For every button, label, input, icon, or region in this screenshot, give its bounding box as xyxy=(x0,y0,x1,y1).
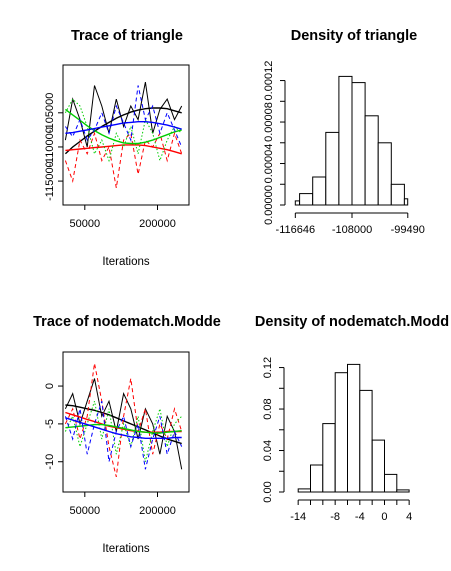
density_triangle-ytick-label-0: 0.00000 xyxy=(263,185,275,225)
density_nodematch-ytick-label-2: 0.04 xyxy=(262,440,274,461)
density_triangle-bar-6 xyxy=(364,115,379,206)
density_triangle-bar-0 xyxy=(294,200,300,206)
trace_triangle-title: Trace of triangle xyxy=(71,28,183,44)
density_nodematch-xtick-label-8: 0 xyxy=(381,511,387,523)
trace_triangle-xlabel: Iterations xyxy=(102,256,150,268)
trace_nodematch-ytick-label-0: 0 xyxy=(44,383,56,389)
density_nodematch-ytick-label-0: 0.00 xyxy=(262,481,274,502)
trace_triangle-series-3-trace xyxy=(64,85,183,148)
trace_triangle-ytick-label-2: -115000 xyxy=(44,161,56,201)
trace_nodematch-xlabel: Iterations xyxy=(102,543,150,555)
density_triangle-ytick-label-4: 0.00008 xyxy=(263,102,275,142)
density_triangle-bar-5 xyxy=(351,82,366,206)
density_triangle-xtick-label-0: -116646 xyxy=(276,224,316,236)
trace_triangle-series-2-smooth xyxy=(64,108,182,145)
density_nodematch-bar-6 xyxy=(371,439,386,493)
density_nodematch-bar-8 xyxy=(396,489,410,493)
trace_nodematch-xtick-label-0: 50000 xyxy=(70,505,101,517)
density_nodematch-xtick-label-5: -14 xyxy=(290,511,306,523)
trace_triangle-xtick-label-0: 50000 xyxy=(70,218,101,230)
trace_nodematch-frame xyxy=(62,351,190,493)
density_nodematch-bar-7 xyxy=(384,473,398,493)
trace_triangle-series-1-trace xyxy=(64,131,183,188)
trace_triangle-ytick-label-1: -110000 xyxy=(44,127,56,167)
density_triangle-xtick-label-2: -99490 xyxy=(391,224,425,236)
density_nodematch-bar-3 xyxy=(334,372,349,493)
density_triangle-panel: Density of triangle -116646 -108000 -99490 0… xyxy=(263,28,425,236)
density_nodematch-xtick-label-9: 4 xyxy=(406,511,412,523)
density_nodematch-bar-1 xyxy=(310,464,324,493)
trace_nodematch-xtick-label-1: 200000 xyxy=(139,505,176,517)
density_nodematch-bar-5 xyxy=(359,389,373,493)
density_nodematch-xtick-label-7: -4 xyxy=(355,511,365,523)
density_nodematch-title: Density of nodematch.Modd xyxy=(255,314,449,330)
trace_triangle-series-0-smooth xyxy=(64,107,182,155)
density_nodematch-ytick-label-4: 0.08 xyxy=(262,398,274,419)
trace_triangle-xtick-label-1: 200000 xyxy=(139,218,176,230)
density_triangle-bar-9 xyxy=(403,198,409,206)
trace_nodematch-series-3-trace xyxy=(64,401,183,470)
density_triangle-bar-2 xyxy=(312,176,327,206)
density_nodematch-panel: Density of nodematch.Modd -14 -8 -4 0 4 0.00 0.… xyxy=(255,314,449,523)
trace_triangle-panel: Trace of triangle 50000 200000 -105000-1100… xyxy=(44,28,190,268)
density_triangle-bar-7 xyxy=(377,142,392,206)
density_triangle-bar-8 xyxy=(390,183,405,206)
density_triangle-bar-1 xyxy=(299,193,314,206)
density_nodematch-bar-2 xyxy=(322,423,336,493)
density_triangle-title: Density of triangle xyxy=(291,28,418,44)
density_triangle-bar-3 xyxy=(325,131,340,206)
density_triangle-ytick-label-6: 0.00012 xyxy=(263,61,275,101)
trace_nodematch-series-1-trace xyxy=(64,363,183,478)
trace_nodematch-series-2-trace xyxy=(64,401,183,462)
trace_triangle-plot-area xyxy=(64,82,183,188)
trace_nodematch-series-3-smooth xyxy=(65,417,182,439)
trace_nodematch-panel: Trace of nodematch.Modde 50000 200000 0 -5 -1… xyxy=(33,314,221,555)
trace_triangle-frame xyxy=(62,64,190,206)
density_triangle-bar-4 xyxy=(338,75,353,206)
trace_nodematch-series-1-smooth xyxy=(65,411,182,433)
density_nodematch-bar-4 xyxy=(347,363,361,493)
trace_triangle-series-1-smooth xyxy=(65,144,182,155)
trace_nodematch-title: Trace of nodematch.Modde xyxy=(33,314,221,330)
trace_nodematch-ytick-label-2: -10 xyxy=(44,454,56,470)
trace_nodematch-series-2-smooth xyxy=(65,423,182,434)
density_nodematch-bar-0 xyxy=(297,488,312,493)
trace_triangle-series-3-smooth xyxy=(65,120,182,134)
density_triangle-ytick-label-2: 0.00004 xyxy=(263,144,275,184)
trace_nodematch-plot-area xyxy=(64,363,183,478)
density_nodematch-xtick-label-6: -8 xyxy=(330,511,340,523)
density_triangle-xtick-label-1: -108000 xyxy=(332,224,372,236)
trace_nodematch-ytick-label-1: -5 xyxy=(44,419,56,429)
trace_triangle-ytick-label-0: -105000 xyxy=(44,93,56,133)
trace_nodematch-series-0-smooth xyxy=(65,404,182,445)
density_nodematch-ytick-label-6: 0.12 xyxy=(262,357,274,378)
